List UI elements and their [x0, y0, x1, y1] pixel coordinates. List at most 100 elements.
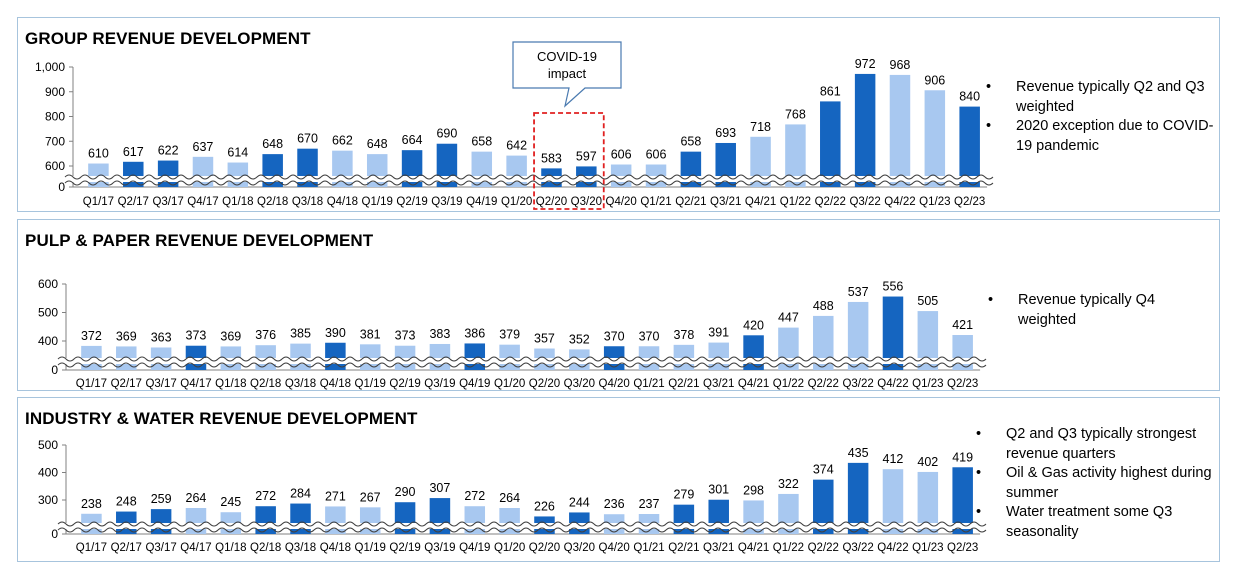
x-tick-label: Q2/18 [250, 542, 281, 554]
data-label: 840 [959, 90, 980, 104]
industry-water-bullets: Q2 and Q3 typically strongest revenue qu… [976, 425, 1216, 542]
bar [854, 73, 876, 187]
x-tick-label: Q4/18 [320, 542, 351, 554]
axis-break-line [57, 527, 987, 533]
x-tick-label: Q2/22 [808, 378, 839, 390]
data-label: 369 [116, 329, 137, 343]
data-label: 447 [778, 311, 799, 325]
covid-callout-bubble [512, 41, 622, 108]
bar [506, 155, 527, 187]
bar [499, 508, 520, 534]
bar [673, 504, 695, 534]
bar [889, 74, 911, 187]
x-tick-label: Q1/21 [640, 196, 671, 208]
x-tick-label: Q3/21 [703, 542, 734, 554]
x-tick-label: Q2/21 [675, 196, 706, 208]
y-tick-label: 500 [38, 306, 58, 320]
data-label: 610 [88, 147, 109, 161]
axis-break-line [64, 180, 994, 186]
bar [715, 142, 736, 187]
axis-break-line [57, 356, 987, 362]
x-tick-label: Q4/22 [877, 542, 908, 554]
x-tick-label: Q2/23 [947, 542, 978, 554]
x-tick-label: Q2/19 [389, 378, 420, 390]
x-tick-label: Q4/19 [459, 378, 490, 390]
group-revenue-chart: 0 600 700 800 900 1,000 610 Q1/17 617 Q2/17 622 Q3/… [35, 41, 994, 210]
pulp-paper-revenue-panel: PULP & PAPER REVENUE DEVELOPMENT 0 400 500… [17, 219, 1220, 391]
y-tick-label: 600 [38, 277, 58, 291]
data-label: 664 [402, 133, 423, 147]
x-tick-label: Q1/23 [912, 378, 943, 390]
pulp-paper-revenue-chart: 0 400 500 600 372 Q1/17 369 Q2/17 363 Q3/17 373 Q4/… [38, 277, 987, 390]
bar [820, 101, 841, 187]
x-tick-label: Q1/20 [494, 378, 525, 390]
chart-title: PULP & PAPER REVENUE DEVELOPMENT [25, 231, 374, 250]
data-label: 369 [220, 329, 241, 343]
data-label: 383 [429, 327, 450, 341]
bar [952, 467, 973, 534]
data-label: 390 [325, 326, 346, 340]
bar [847, 301, 869, 370]
bar [813, 315, 834, 370]
x-tick-label: Q3/19 [431, 196, 462, 208]
x-tick-label: Q3/20 [564, 542, 595, 554]
bar [708, 342, 729, 370]
x-tick-label: Q3/17 [145, 542, 176, 554]
chart-title: INDUSTRY & WATER REVENUE DEVELOPMENT [25, 409, 418, 428]
x-tick-label: Q3/22 [849, 196, 880, 208]
x-tick-label: Q4/18 [327, 196, 358, 208]
industry-water-revenue-chart: 0 300 400 500 238 Q1/17 248 Q2/17 259 Q3/17 264 Q4/… [38, 438, 987, 554]
bar [123, 161, 144, 187]
data-label: 693 [715, 126, 736, 140]
x-tick-label: Q3/17 [145, 378, 176, 390]
data-label: 391 [708, 326, 729, 340]
bar [394, 502, 416, 534]
x-tick-label: Q4/17 [180, 378, 211, 390]
x-tick-label: Q4/17 [180, 542, 211, 554]
x-tick-label: Q4/19 [466, 196, 497, 208]
data-label: 248 [116, 495, 137, 509]
x-tick-label: Q2/22 [815, 196, 846, 208]
x-tick-label: Q1/18 [222, 196, 253, 208]
data-label: 648 [262, 137, 283, 151]
x-tick-label: Q1/18 [215, 378, 246, 390]
chart-title: GROUP REVENUE DEVELOPMENT [25, 29, 311, 48]
data-label: 768 [785, 107, 806, 121]
data-label: 301 [708, 483, 729, 497]
x-tick-label: Q2/20 [529, 378, 560, 390]
bar [750, 136, 771, 187]
bar [290, 503, 311, 534]
data-label: 374 [813, 463, 834, 477]
data-label: 379 [499, 328, 520, 342]
group-bullets: Revenue typically Q2 and Q3 weighted 202… [986, 78, 1216, 156]
data-label: 244 [569, 495, 590, 509]
x-tick-label: Q2/17 [111, 542, 142, 554]
x-tick-label: Q1/17 [76, 542, 107, 554]
bar [116, 511, 137, 534]
x-tick-label: Q1/21 [633, 542, 664, 554]
data-label: 370 [604, 329, 625, 343]
pulp-paper-bullets: Revenue typically Q4 weighted [988, 291, 1198, 330]
bullet-item: Revenue typically Q2 and Q3 weighted [986, 78, 1216, 117]
x-tick-label: Q3/19 [424, 542, 455, 554]
x-tick-label: Q1/22 [780, 196, 811, 208]
data-label: 690 [436, 127, 457, 141]
x-tick-label: Q3/19 [424, 378, 455, 390]
x-tick-label: Q1/23 [912, 542, 943, 554]
axis-break-line [57, 521, 987, 527]
x-tick-label: Q1/19 [355, 542, 386, 554]
data-label: 381 [360, 327, 381, 341]
covid-callout-text: COVID-19 impact [537, 49, 597, 81]
x-tick-label: Q2/18 [257, 196, 288, 208]
x-tick-label: Q3/22 [842, 542, 873, 554]
bullet-item: Water treatment some Q3 seasonality [976, 503, 1216, 542]
x-tick-label: Q4/17 [187, 196, 218, 208]
data-label: 537 [848, 285, 869, 299]
data-label: 402 [917, 455, 938, 469]
data-label: 718 [750, 120, 771, 134]
x-tick-label: Q2/19 [396, 196, 427, 208]
data-label: 556 [883, 280, 904, 294]
data-label: 617 [123, 145, 144, 159]
data-label: 264 [186, 491, 207, 505]
x-tick-label: Q2/17 [111, 378, 142, 390]
